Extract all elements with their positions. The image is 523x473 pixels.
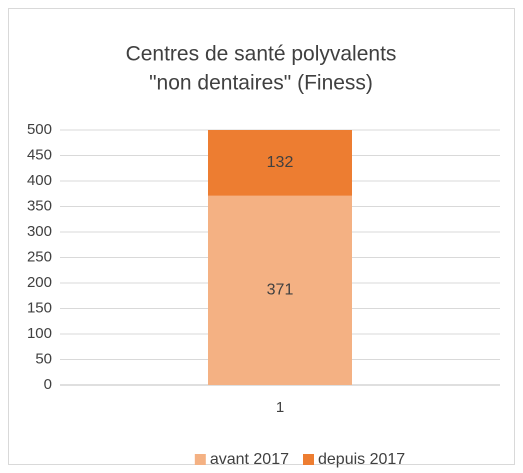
legend-label: depuis 2017	[318, 451, 405, 468]
x-tick-label: 1	[276, 399, 284, 416]
y-tick-label: 0	[44, 376, 52, 393]
bar-segment	[208, 130, 352, 196]
y-tick-label: 50	[35, 350, 52, 367]
chart-title: Centres de santé polyvalents	[126, 43, 397, 66]
bar-segment	[208, 195, 352, 385]
legend-label: avant 2017	[210, 451, 289, 468]
data-label: 132	[267, 154, 294, 171]
y-tick-label: 150	[27, 299, 52, 316]
y-tick-label: 350	[27, 197, 52, 214]
y-tick-label: 300	[27, 223, 52, 240]
y-tick-label: 250	[27, 248, 52, 265]
y-tick-label: 500	[27, 121, 52, 138]
legend-swatch	[303, 454, 314, 465]
y-tick-label: 450	[27, 146, 52, 163]
legend-swatch	[194, 454, 206, 465]
data-label: 371	[267, 282, 294, 299]
y-tick-label: 200	[27, 274, 52, 291]
y-tick-label: 400	[27, 172, 52, 189]
legend: avant 2017 depuis 2017	[194, 451, 405, 468]
chart-title: "non dentaires" (Finess)	[149, 72, 373, 95]
y-tick-label: 100	[27, 325, 52, 342]
